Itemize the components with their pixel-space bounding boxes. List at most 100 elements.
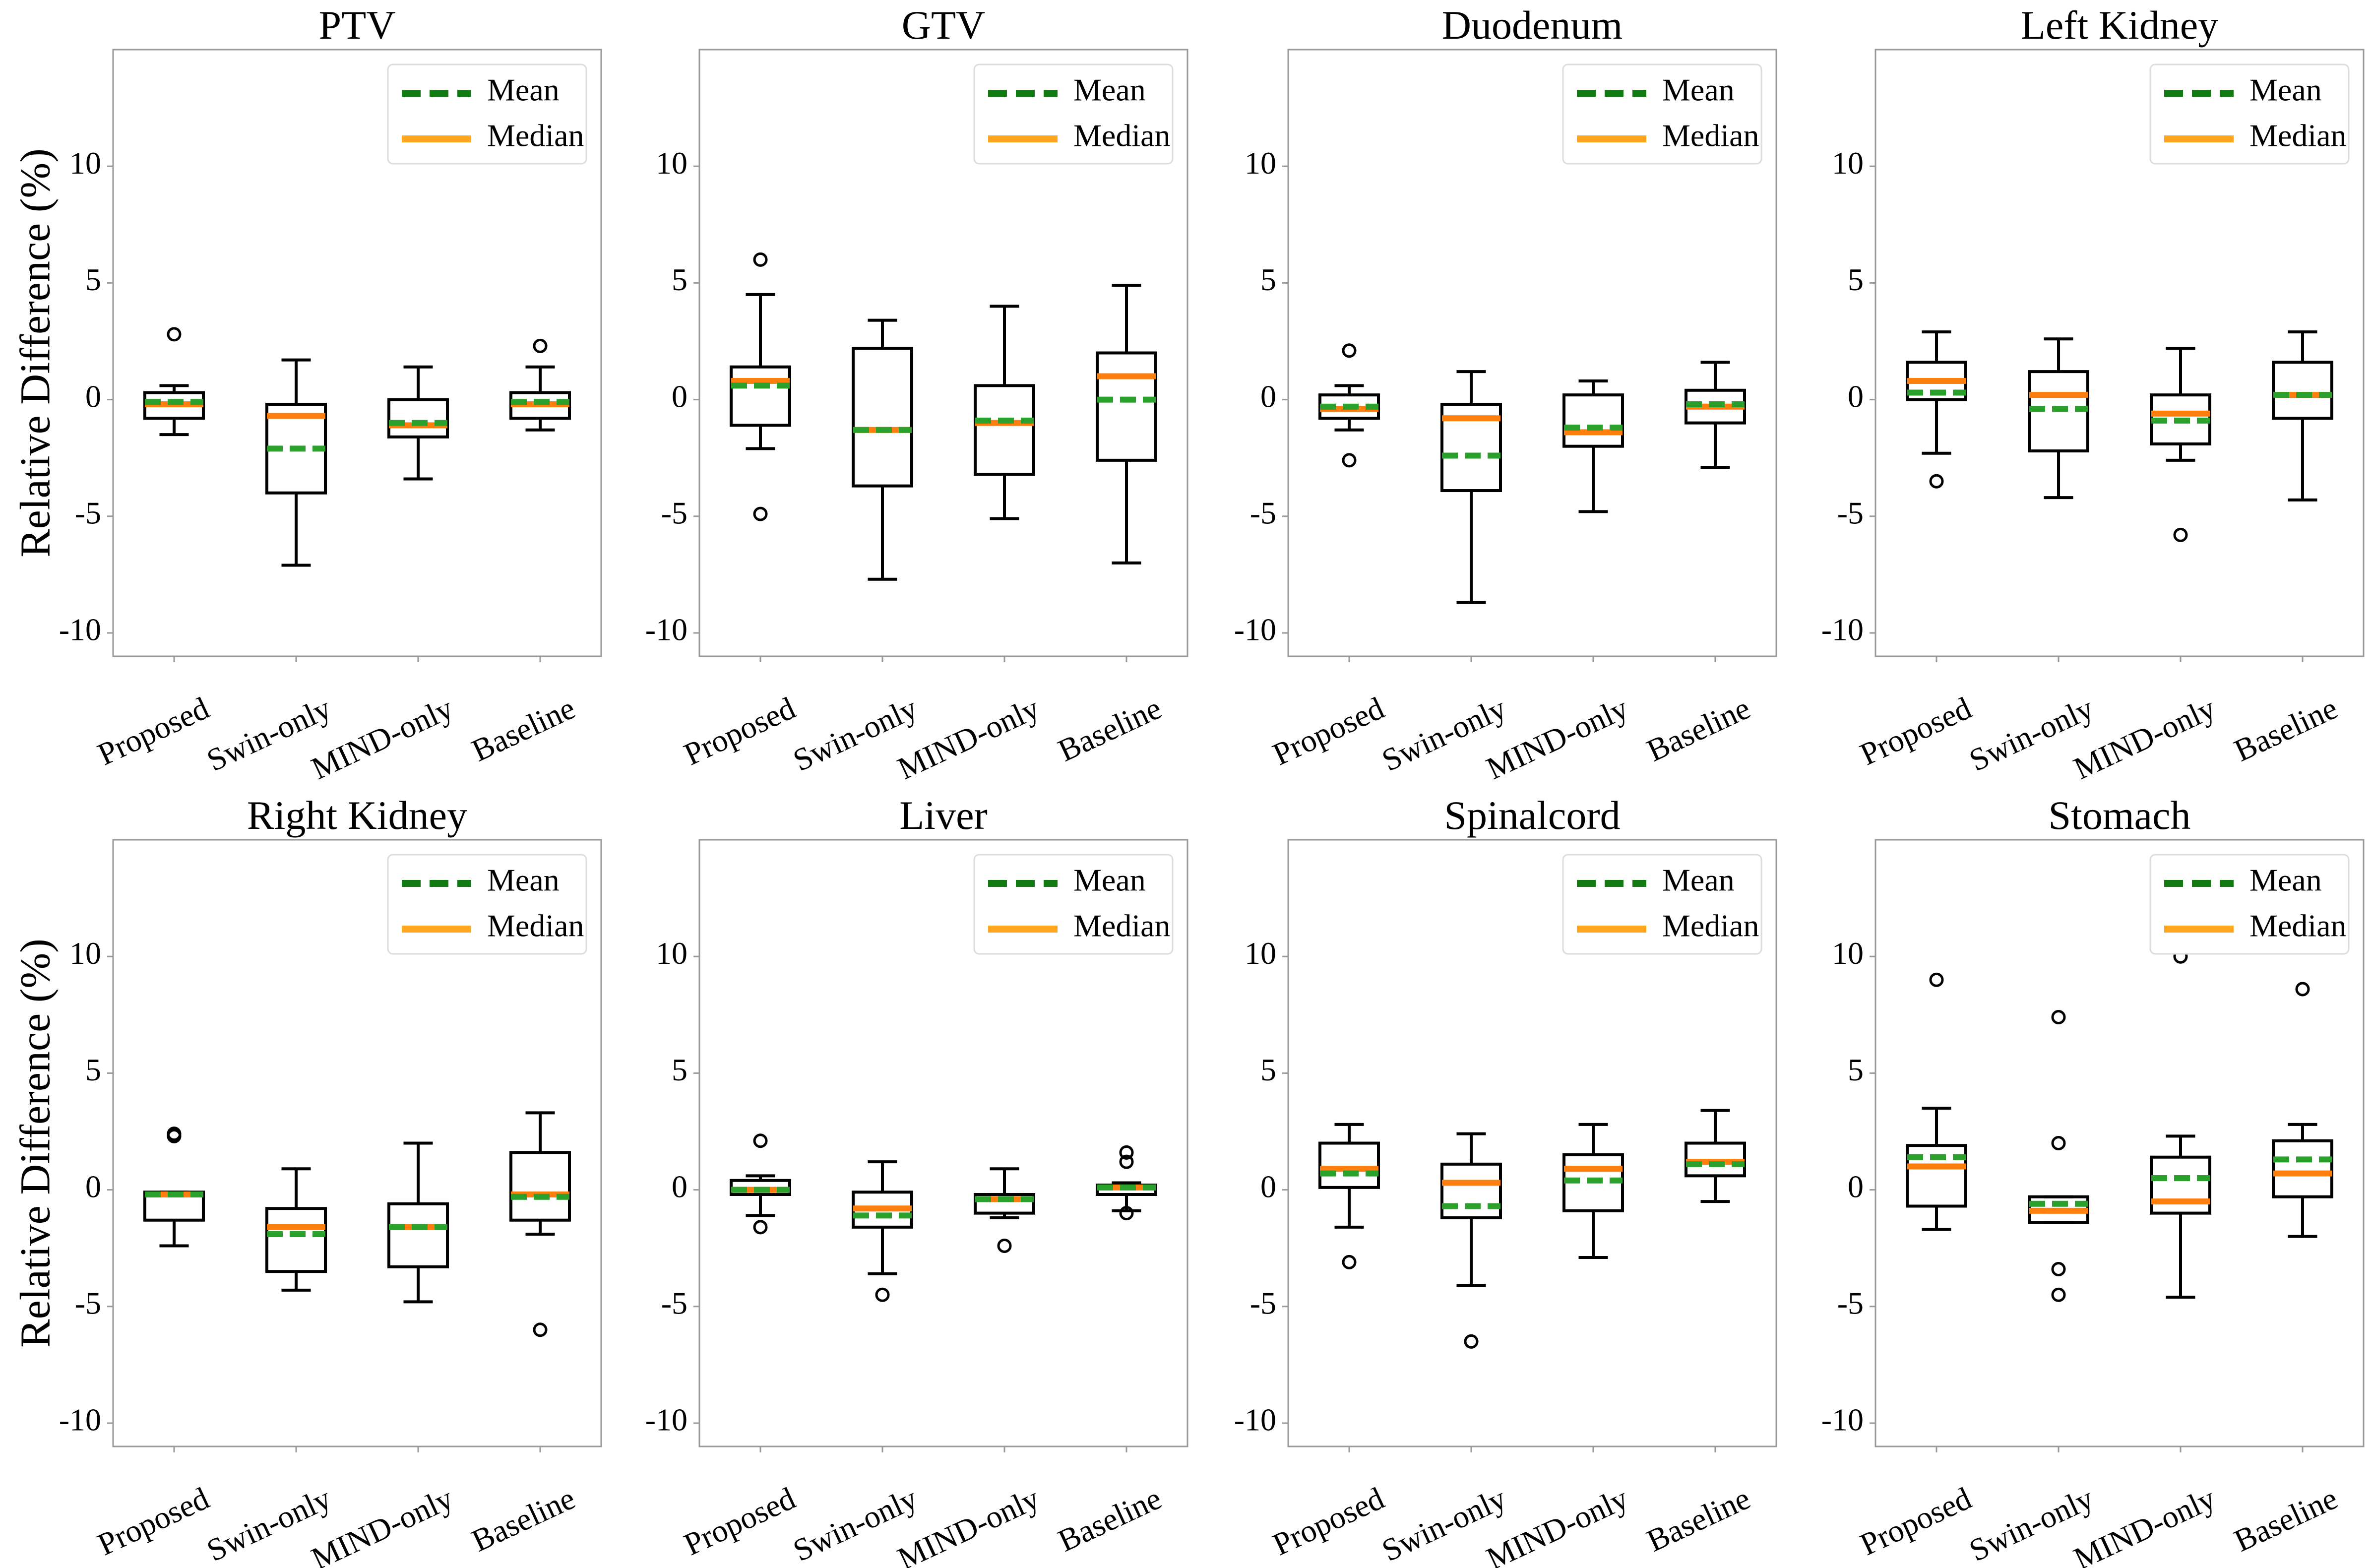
y-tick-label: -5 bbox=[75, 495, 101, 530]
legend-median-label: Median bbox=[487, 908, 584, 943]
panel-liver-proposed-outlier bbox=[753, 1220, 768, 1235]
panel-liver-swin-only-outlier bbox=[875, 1287, 890, 1302]
y-tick-label: 5 bbox=[672, 262, 687, 297]
panel-stomach-frame bbox=[1874, 839, 2365, 1447]
y-tick-label: 0 bbox=[85, 1169, 101, 1204]
x-tick-label-baseline: Baseline bbox=[1641, 690, 1755, 768]
y-tick-label: 5 bbox=[672, 1052, 687, 1087]
panel-right-kidney-swin-only-box bbox=[265, 1207, 327, 1273]
y-tick-label: 5 bbox=[1260, 1052, 1276, 1087]
y-tick-label: -10 bbox=[645, 1402, 687, 1438]
x-tick-label-proposed: Proposed bbox=[1855, 690, 1977, 772]
legend-mean-label: Mean bbox=[1662, 72, 1735, 108]
y-axis-label: Relative Difference (%) bbox=[11, 148, 59, 558]
x-tick-label-mind-only: MIND-only bbox=[1481, 690, 1633, 786]
panel-stomach-baseline-outlier bbox=[2295, 982, 2310, 997]
y-tick-label: 0 bbox=[1848, 378, 1864, 414]
x-tick-label-mind-only: MIND-only bbox=[1481, 1480, 1633, 1568]
y-tick-label: 5 bbox=[1848, 262, 1864, 297]
legend-median-label: Median bbox=[1073, 908, 1171, 943]
panel-right-kidney-mind-only-box bbox=[387, 1202, 449, 1268]
panel-liver-baseline-outlier bbox=[1119, 1206, 1134, 1221]
panel-duodenum-swin-only-box bbox=[1440, 402, 1502, 493]
panel-liver-baseline-outlier bbox=[1119, 1154, 1134, 1169]
y-axis-label: Relative Difference (%) bbox=[11, 939, 59, 1348]
y-tick-label: -5 bbox=[1837, 495, 1864, 530]
x-tick-label-baseline: Baseline bbox=[466, 1480, 580, 1558]
y-tick-label: 5 bbox=[85, 262, 101, 297]
x-tick-label-baseline: Baseline bbox=[1053, 690, 1167, 768]
x-tick-label-mind-only: MIND-only bbox=[2068, 690, 2221, 786]
x-tick-label-baseline: Baseline bbox=[1053, 1480, 1167, 1558]
panel-spinalcord-title: Spinalcord bbox=[1444, 793, 1620, 838]
panel-spinalcord-proposed-box bbox=[1318, 1141, 1380, 1189]
y-tick-label: 10 bbox=[656, 145, 687, 181]
legend-mean-label: Mean bbox=[487, 72, 560, 108]
panel-duodenum-proposed-outlier bbox=[1342, 343, 1357, 358]
x-tick-label-proposed: Proposed bbox=[92, 1480, 214, 1562]
panel-spinalcord-swin-only-outlier bbox=[1464, 1334, 1479, 1349]
legend-median-label: Median bbox=[487, 118, 584, 153]
y-tick-label: -10 bbox=[59, 1402, 101, 1438]
x-tick-label-mind-only: MIND-only bbox=[892, 690, 1045, 786]
panel-gtv-proposed-box bbox=[730, 365, 791, 427]
y-tick-label: 0 bbox=[1260, 1169, 1276, 1204]
panel-left-kidney-frame bbox=[1874, 49, 2365, 657]
panel-right-kidney-frame bbox=[112, 839, 602, 1447]
x-tick-label-mind-only: MIND-only bbox=[306, 690, 458, 786]
y-tick-label: 5 bbox=[1848, 1052, 1864, 1087]
y-tick-label: -5 bbox=[661, 1285, 687, 1320]
y-tick-label: -5 bbox=[1837, 1285, 1864, 1320]
panel-gtv-proposed-outlier bbox=[753, 506, 768, 521]
y-tick-label: -10 bbox=[1234, 1402, 1276, 1438]
y-tick-label: 10 bbox=[1245, 936, 1276, 971]
panel-stomach-swin-only-outlier bbox=[2051, 1287, 2066, 1302]
legend-mean-label: Mean bbox=[2249, 863, 2322, 898]
panel-duodenum-proposed-outlier bbox=[1342, 453, 1357, 468]
panel-gtv-swin-only-box bbox=[852, 347, 913, 488]
x-tick-label-proposed: Proposed bbox=[1855, 1480, 1977, 1562]
panel-right-kidney-baseline-box bbox=[509, 1151, 571, 1222]
y-tick-label: 10 bbox=[1832, 145, 1864, 181]
y-tick-label: 0 bbox=[85, 378, 101, 414]
x-tick-label-proposed: Proposed bbox=[679, 1480, 801, 1562]
legend-mean-label: Mean bbox=[1073, 863, 1146, 898]
panel-gtv-frame bbox=[698, 49, 1188, 657]
panel-right-kidney-baseline-outlier bbox=[533, 1322, 548, 1337]
legend-mean-label: Mean bbox=[2249, 72, 2322, 108]
panel-ptv-frame bbox=[112, 49, 602, 657]
panel-stomach-proposed-box bbox=[1906, 1144, 1967, 1208]
y-tick-label: 10 bbox=[1245, 145, 1276, 181]
panel-gtv-proposed-outlier bbox=[753, 252, 768, 267]
panel-stomach-baseline-box bbox=[2272, 1139, 2333, 1198]
y-tick-label: -10 bbox=[59, 612, 101, 647]
y-tick-label: 0 bbox=[1848, 1169, 1864, 1204]
panel-liver-baseline-outlier bbox=[1119, 1145, 1134, 1160]
legend-mean-label: Mean bbox=[487, 863, 560, 898]
y-tick-label: 0 bbox=[672, 1169, 687, 1204]
x-tick-label-proposed: Proposed bbox=[92, 690, 214, 772]
panel-gtv-title: GTV bbox=[902, 2, 986, 48]
y-tick-label: 0 bbox=[1260, 378, 1276, 414]
x-tick-label-proposed: Proposed bbox=[1267, 1480, 1389, 1562]
y-tick-label: -10 bbox=[1821, 612, 1864, 647]
y-tick-label: -10 bbox=[1821, 1402, 1864, 1438]
y-tick-label: -5 bbox=[75, 1285, 101, 1320]
panel-stomach-proposed-outlier bbox=[1929, 972, 1944, 987]
panel-liver-frame bbox=[698, 839, 1188, 1447]
panel-ptv-proposed-outlier bbox=[167, 327, 182, 342]
y-tick-label: 10 bbox=[656, 936, 687, 971]
panel-duodenum-frame bbox=[1287, 49, 1777, 657]
x-tick-label-baseline: Baseline bbox=[2229, 1480, 2343, 1558]
x-tick-label-proposed: Proposed bbox=[1267, 690, 1389, 772]
panel-gtv-baseline-box bbox=[1096, 351, 1157, 462]
x-tick-label-baseline: Baseline bbox=[1641, 1480, 1755, 1558]
panel-stomach-mind-only-box bbox=[2150, 1155, 2211, 1215]
panel-liver-mind-only-box bbox=[974, 1192, 1035, 1215]
y-tick-label: 10 bbox=[69, 936, 101, 971]
panel-stomach-swin-only-outlier bbox=[2051, 1136, 2066, 1150]
panel-left-kidney-mind-only-outlier bbox=[2173, 527, 2188, 542]
y-tick-label: -5 bbox=[1250, 1285, 1276, 1320]
